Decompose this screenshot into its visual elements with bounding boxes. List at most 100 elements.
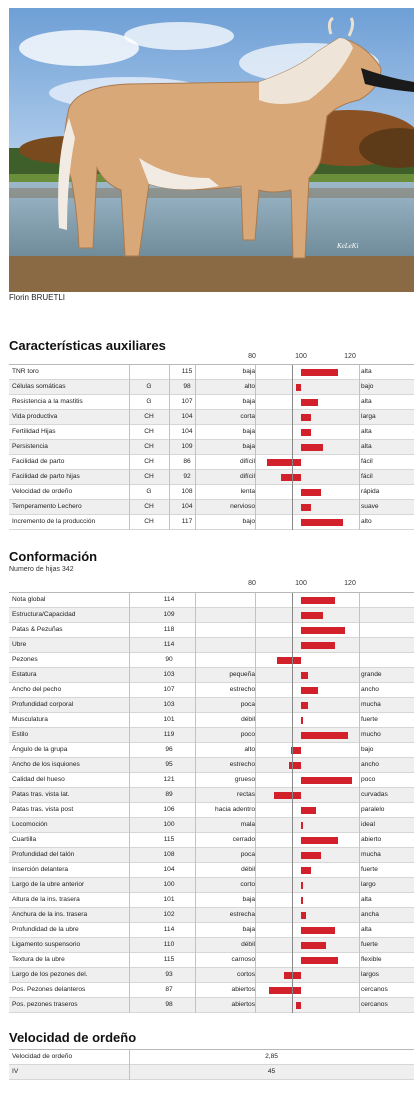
bar-area <box>261 593 359 607</box>
scale-low-label <box>195 593 255 607</box>
value-bar <box>301 642 336 649</box>
table-row: Ángulo de la grupa 96 alto bajo <box>9 743 414 758</box>
trait-value: 100 <box>163 821 175 828</box>
bar-area <box>261 515 359 529</box>
scale-low-label: cerrado <box>232 836 255 843</box>
scale-100: 100 <box>295 580 307 587</box>
scale-80: 80 <box>248 353 256 360</box>
scale-low-label: pequeña <box>229 671 255 678</box>
table-row: Calidad del hueso 121 grueso poco <box>9 773 414 788</box>
scale-high-label: bajo <box>361 746 374 753</box>
trait-name: Ancho del pecho <box>12 686 62 693</box>
bar-area <box>261 380 359 394</box>
trait-value: 109 <box>181 443 193 450</box>
trait-name: Vida productiva <box>12 413 58 420</box>
value-bar <box>301 444 324 451</box>
bar-area <box>261 743 359 757</box>
scale-low-label: rectas <box>237 791 255 798</box>
value-bar <box>301 837 338 844</box>
scale-low-label: estrecho <box>229 761 255 768</box>
scale-low-label <box>195 638 255 652</box>
value-bar <box>301 777 353 784</box>
trait-name: IV <box>12 1068 19 1075</box>
trait-name: Nota global <box>12 596 46 603</box>
bar-area <box>261 893 359 907</box>
value-bar <box>301 942 326 949</box>
trait-name: Textura de la ubre <box>12 956 65 963</box>
table-row: Estructura/Capacidad 109 <box>9 608 414 623</box>
table-row: Profundidad del talón 108 poca mucha <box>9 848 414 863</box>
column-divider <box>129 593 130 1013</box>
column-divider <box>169 365 170 530</box>
trait-name: Incremento de la producción <box>12 518 96 525</box>
trait-value: 108 <box>181 488 193 495</box>
trait-name: Profundidad de la ubre <box>12 926 79 933</box>
table-row: Nota global 114 <box>9 593 414 608</box>
scale-low-label: baja <box>242 398 255 405</box>
auxiliares-table: TNR toro 115 baja alta Células somáticas G 98 a… <box>9 364 414 530</box>
trait-name: Temperamento Lechero <box>12 503 82 510</box>
scale-high-label: ancha <box>361 911 379 918</box>
table-row: Ubre 114 <box>9 638 414 653</box>
table-row: Locomoción 100 mala ideal <box>9 818 414 833</box>
trait-value: 104 <box>163 866 175 873</box>
scale-low-label: estrecha <box>229 911 255 918</box>
scale-high-label: ancho <box>361 761 379 768</box>
trait-value: 98 <box>183 383 191 390</box>
trait-name: Altura de la ins. trasera <box>12 896 80 903</box>
trait-name: Profundidad corporal <box>12 701 74 708</box>
value-bar <box>269 987 301 994</box>
scale-high-label: mucho <box>361 731 381 738</box>
table-row: Cuartilla 115 cerrado abierto <box>9 833 414 848</box>
conformacion-table: Nota global 114 Estructura/Capacidad 109 Pat… <box>9 592 414 1013</box>
scale-high-label: mucha <box>361 851 381 858</box>
trait-name: Calidad del hueso <box>12 776 65 783</box>
bar-area <box>261 668 359 682</box>
table-row: Pezones 90 <box>9 653 414 668</box>
scale-low-label: carnoso <box>231 956 255 963</box>
scale-low-label: poco <box>240 731 255 738</box>
trait-name: Cuartilla <box>12 836 37 843</box>
trait-source: CH <box>144 443 154 450</box>
scale-high-label: largo <box>361 881 376 888</box>
table-row: Vida productiva CH 104 corta larga <box>9 410 414 425</box>
trait-value: 119 <box>163 731 175 738</box>
scale-high-label: fuerte <box>361 866 378 873</box>
bar-area <box>261 833 359 847</box>
bar-area <box>261 653 359 667</box>
table-row: Patas & Pezuñas 118 <box>9 623 414 638</box>
trait-name: Inserción delantera <box>12 866 69 873</box>
scale-low-label: baja <box>242 368 255 375</box>
scale-low-label: poca <box>240 851 255 858</box>
scale-low-label: débil <box>241 716 255 723</box>
scale-low-label: poca <box>240 701 255 708</box>
trait-value: 110 <box>163 941 175 948</box>
trait-source: CH <box>144 458 154 465</box>
value-bar <box>296 1002 301 1009</box>
table-row: TNR toro 115 baja alta <box>9 365 414 380</box>
scale-high-label: alta <box>361 398 372 405</box>
value-bar <box>301 822 303 829</box>
scale-low-label: baja <box>242 926 255 933</box>
table-row: Patas tras. vista lat. 89 rectas curvadas <box>9 788 414 803</box>
trait-value: 115 <box>163 956 175 963</box>
trait-value: 114 <box>163 641 175 648</box>
trait-name: Largo de los pezones del. <box>12 971 88 978</box>
scale-high-label: cercanos <box>361 1001 388 1008</box>
trait-value: 102 <box>163 911 175 918</box>
bar-area <box>261 698 359 712</box>
trait-name: Pos. Pezones delanteros <box>12 986 86 993</box>
bar-area <box>261 500 359 514</box>
scale-high-label: alta <box>361 443 372 450</box>
trait-value: 93 <box>165 971 173 978</box>
scale-high-label <box>361 653 413 667</box>
trait-value: 95 <box>165 761 173 768</box>
scale-high-label: alto <box>361 518 372 525</box>
scale-high-label: bajo <box>361 383 374 390</box>
trait-name: Pos. pezones traseros <box>12 1001 78 1008</box>
scale-low-label: baja <box>242 443 255 450</box>
trait-value: 108 <box>163 851 175 858</box>
bar-area <box>261 365 359 379</box>
trait-name: Resistencia a la mastitis <box>12 398 83 405</box>
scale-high-label: abierto <box>361 836 382 843</box>
